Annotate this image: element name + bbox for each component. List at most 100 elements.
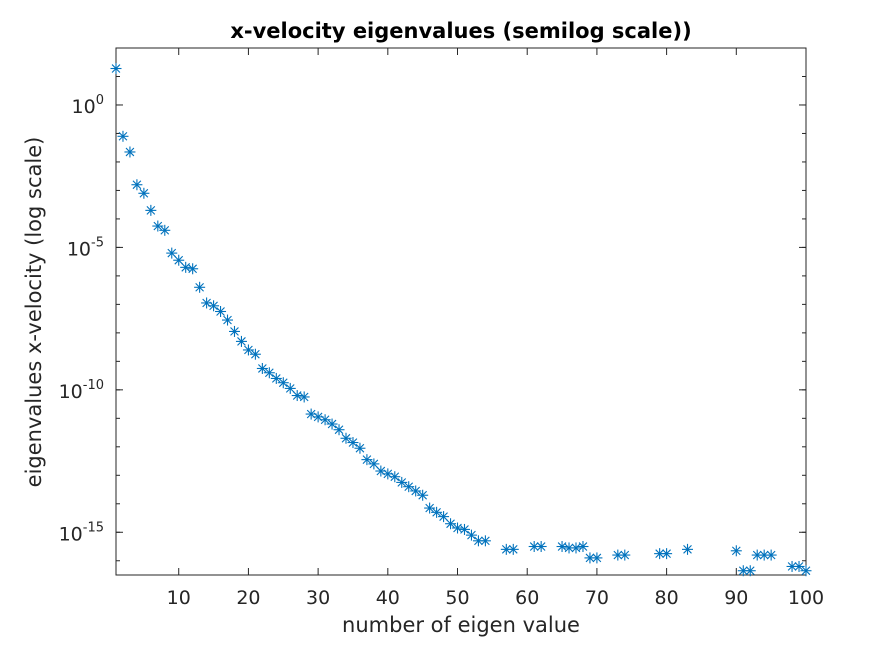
marker-stroke: [132, 180, 142, 190]
marker-stroke: [501, 545, 511, 554]
data-point: [166, 247, 178, 259]
marker-stroke: [564, 543, 574, 553]
marker-stroke: [376, 466, 386, 476]
data-point: [242, 344, 254, 356]
marker-stroke: [655, 549, 664, 558]
y-tick-label: 10-5: [67, 235, 104, 260]
data-point: [110, 63, 122, 75]
data-point: [263, 367, 275, 379]
data-point: [417, 489, 429, 501]
marker-stroke: [536, 542, 546, 551]
marker-stroke: [683, 545, 692, 554]
marker-stroke: [759, 550, 769, 560]
marker-stroke: [327, 419, 337, 429]
marker-stroke: [320, 415, 330, 425]
marker-stroke: [146, 206, 156, 215]
x-tick-label: 50: [445, 587, 469, 609]
marker-stroke: [223, 315, 232, 325]
marker-stroke: [453, 523, 462, 533]
marker-stroke: [662, 549, 671, 558]
y-tick-label: 100: [72, 93, 104, 118]
data-point: [591, 552, 603, 564]
marker-stroke: [418, 490, 428, 500]
marker-stroke: [341, 433, 351, 443]
marker-stroke: [278, 378, 288, 388]
marker-stroke: [425, 503, 434, 513]
chart-title: x-velocity eigenvalues (semilog scale)): [230, 19, 691, 43]
y-axis-label: eigenvalues x-velocity (log scale): [22, 137, 46, 488]
marker-stroke: [111, 64, 121, 73]
marker-stroke: [801, 566, 811, 576]
marker-stroke: [592, 553, 602, 563]
data-point: [145, 204, 157, 216]
data-point: [389, 471, 401, 483]
x-tick-label: 80: [655, 587, 679, 609]
data-point: [556, 541, 568, 553]
marker-stroke: [285, 384, 295, 393]
data-point: [438, 511, 450, 523]
marker-stroke: [362, 455, 372, 464]
data-point: [730, 545, 742, 557]
data-point: [117, 130, 129, 142]
data-point: [765, 549, 777, 561]
marker-stroke: [508, 545, 518, 554]
x-axis-label: number of eigen value: [342, 613, 580, 637]
marker-stroke: [411, 486, 421, 496]
data-point: [319, 414, 331, 426]
marker-stroke: [446, 519, 455, 529]
data-point: [270, 372, 282, 384]
data-point: [682, 543, 694, 555]
marker-stroke: [258, 364, 267, 373]
x-tick-label: 90: [724, 587, 748, 609]
data-point: [291, 390, 303, 402]
marker-stroke: [460, 525, 469, 534]
data-point: [326, 418, 338, 430]
data-point: [368, 458, 380, 470]
data-point: [354, 442, 366, 454]
data-point: [228, 325, 240, 337]
marker-stroke: [369, 459, 379, 469]
marker-stroke: [467, 530, 476, 540]
data-point: [424, 502, 436, 514]
data-point: [256, 362, 268, 374]
marker-stroke: [244, 345, 253, 355]
marker-stroke: [299, 392, 309, 402]
marker-stroke: [585, 553, 595, 563]
x-tick-label: 100: [788, 587, 824, 609]
marker-stroke: [766, 550, 776, 560]
marker-stroke: [620, 550, 630, 560]
data-point: [249, 348, 261, 360]
data-point: [577, 541, 589, 553]
marker-stroke: [383, 469, 393, 479]
data-point: [535, 541, 547, 553]
marker-stroke: [397, 478, 407, 487]
marker-stroke: [529, 542, 539, 551]
data-point: [619, 549, 631, 561]
data-point: [584, 552, 596, 564]
data-point: [340, 432, 352, 444]
data-point: [431, 506, 443, 518]
marker-stroke: [787, 562, 797, 571]
marker-stroke: [264, 368, 274, 378]
marker-stroke: [474, 536, 483, 546]
marker-stroke: [571, 543, 581, 553]
marker-stroke: [390, 472, 400, 482]
data-point: [173, 254, 185, 266]
data-point: [479, 535, 491, 547]
data-point: [124, 146, 136, 158]
axes-box: [115, 47, 807, 576]
data-point: [333, 424, 345, 436]
marker-stroke: [125, 147, 135, 157]
y-tick-label: 10-10: [59, 378, 104, 403]
data-point: [138, 187, 150, 199]
marker-stroke: [195, 282, 204, 292]
data-point: [465, 529, 477, 541]
marker-stroke: [439, 512, 448, 521]
x-tick-label: 20: [236, 587, 260, 609]
data-point: [570, 542, 582, 554]
marker-stroke: [355, 443, 365, 453]
marker-stroke: [118, 131, 128, 141]
marker-stroke: [745, 566, 755, 576]
marker-stroke: [237, 337, 246, 346]
